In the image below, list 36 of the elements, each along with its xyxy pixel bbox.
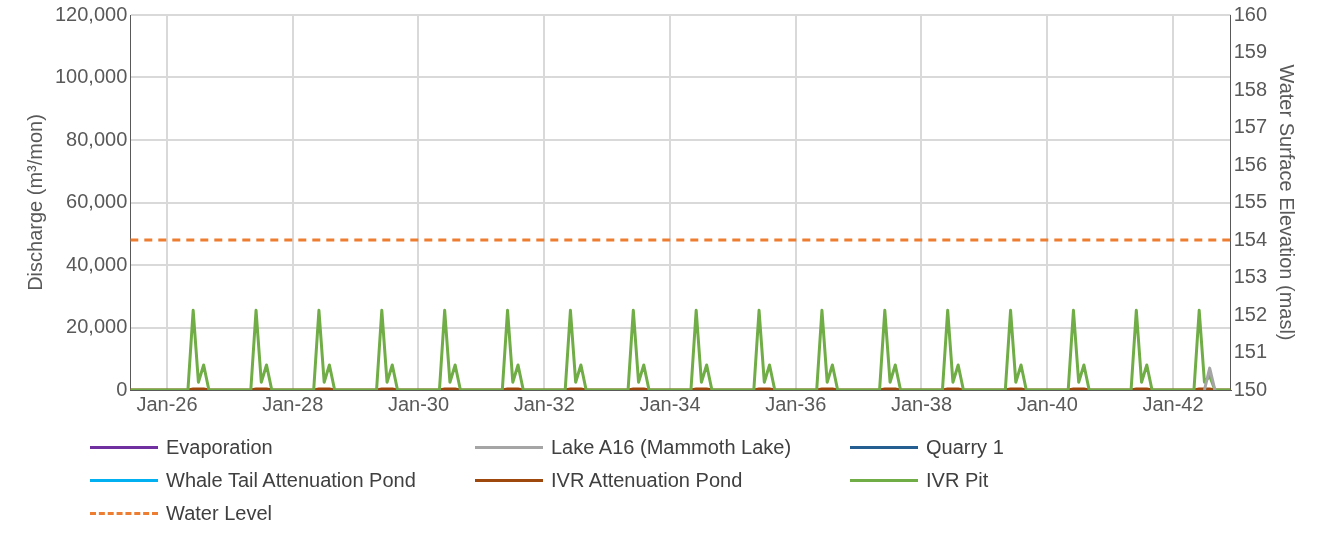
x-tick-label: Jan-40	[1016, 392, 1078, 415]
y-tick-label: 120,000	[55, 2, 128, 25]
y2-tick-label: 151	[1233, 340, 1268, 363]
y-tick-label: 100,000	[55, 65, 128, 88]
x-tick-label: Jan-38	[890, 392, 953, 415]
y-tick-label: 20,000	[66, 315, 128, 338]
legend-label: Evaporation	[166, 436, 273, 459]
x-tick-label: Jan-30	[387, 392, 450, 415]
legend-label: Lake A16 (Mammoth Lake)	[551, 436, 792, 459]
y2-tick-label: 150	[1233, 377, 1268, 400]
y2-tick-label: 154	[1233, 227, 1268, 250]
legend-label: IVR Pit	[926, 469, 989, 492]
y2-tick-label: 153	[1233, 265, 1268, 288]
y-tick-label: 0	[116, 377, 128, 400]
y2-tick-label: 159	[1233, 40, 1268, 63]
y-tick-label: 40,000	[66, 252, 128, 275]
legend-label: IVR Attenuation Pond	[551, 469, 743, 492]
y-tick-label: 60,000	[66, 190, 128, 213]
y2-tick-label: 156	[1233, 152, 1268, 175]
x-tick-label: Jan-26	[136, 392, 198, 415]
x-tick-label: Jan-32	[513, 392, 575, 415]
x-tick-label: Jan-34	[639, 392, 701, 415]
y2-tick-label: 155	[1233, 190, 1268, 213]
y2-tick-label: 157	[1233, 115, 1268, 138]
y2-tick-label: 158	[1233, 77, 1268, 100]
y2-axis-title: Water Surface Elevation (masl)	[1276, 64, 1299, 341]
x-tick-label: Jan-36	[765, 392, 827, 415]
y2-tick-label: 152	[1233, 302, 1268, 325]
legend-label: Whale Tail Attenuation Pond	[166, 469, 416, 492]
y-tick-label: 80,000	[66, 127, 128, 150]
y-axis-title: Discharge (m³/mon)	[23, 114, 46, 291]
y2-tick-label: 160	[1233, 2, 1268, 25]
legend-label: Quarry 1	[926, 436, 1004, 459]
legend-label: Water Level	[166, 502, 272, 525]
x-tick-label: Jan-28	[262, 392, 324, 415]
x-tick-label: Jan-42	[1142, 392, 1204, 415]
